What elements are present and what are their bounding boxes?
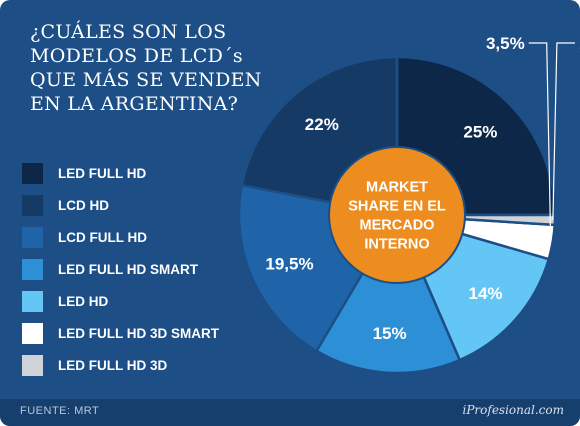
footer: FUENTE: MRT iProfesional.com (0, 399, 580, 426)
legend-swatch (22, 355, 43, 376)
slice-label: 19,5% (265, 255, 313, 274)
legend-label: LED FULL HD 3D SMART (58, 326, 219, 341)
legend-label: LED FULL HD (58, 166, 147, 181)
slice-label: 15% (373, 324, 407, 343)
center-badge (328, 146, 466, 284)
slice-label: 1% (579, 34, 580, 53)
brand-logo: iProfesional.com (462, 403, 565, 417)
center-label: SHARE EN EL (348, 199, 446, 215)
slice-label: 25% (463, 123, 497, 142)
legend-label: LED FULL HD SMART (58, 262, 198, 277)
center-label: MERCADO (360, 218, 435, 234)
slice-label: 14% (468, 284, 502, 303)
center-label: INTERNO (364, 237, 429, 253)
chart-title: ¿CUÁLES SON LOS MODELOS DE LCD´s QUE MÁS… (30, 20, 275, 116)
leader-line (552, 42, 575, 220)
source-note: FUENTE: MRT (20, 405, 100, 417)
legend-swatch (22, 227, 43, 248)
legend-swatch (22, 323, 43, 344)
slice-label: 3,5% (486, 34, 525, 53)
legend-label: LED HD (58, 294, 109, 309)
title-line: ¿CUÁLES SON LOS (30, 21, 227, 43)
legend-label: LED FULL HD 3D (58, 358, 168, 373)
legend-swatch (22, 163, 43, 184)
legend-swatch (22, 291, 43, 312)
title-line: MODELOS DE LCD´s (30, 45, 243, 67)
legend-label: LCD HD (58, 198, 109, 213)
title-line: QUE MÁS SE VENDEN (30, 69, 262, 91)
legend-swatch (22, 259, 43, 280)
legend-swatch (22, 195, 43, 216)
leader-line (528, 42, 552, 242)
slice-label: 22% (305, 115, 339, 134)
pie-slice (314, 212, 462, 375)
title-line: EN LA ARGENTINA? (30, 93, 239, 115)
center-label: MARKET (366, 180, 428, 196)
legend-label: LCD FULL HD (58, 230, 147, 245)
